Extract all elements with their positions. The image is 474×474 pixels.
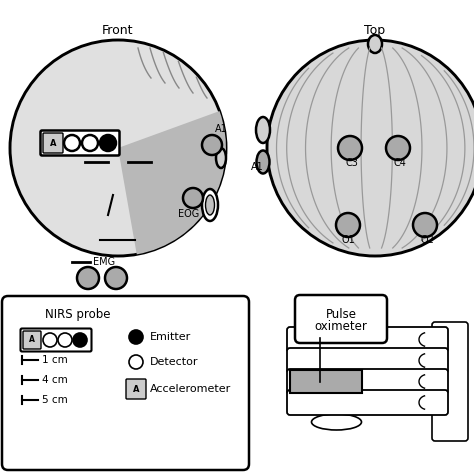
Text: EMG: EMG — [93, 257, 115, 267]
Ellipse shape — [256, 117, 270, 143]
Circle shape — [77, 267, 99, 289]
FancyBboxPatch shape — [287, 390, 448, 415]
Text: A: A — [50, 138, 56, 147]
Ellipse shape — [216, 148, 226, 168]
Circle shape — [105, 267, 127, 289]
Circle shape — [100, 135, 116, 151]
FancyBboxPatch shape — [295, 295, 387, 343]
Text: O1: O1 — [341, 235, 355, 245]
Ellipse shape — [311, 414, 362, 430]
Text: 4 cm: 4 cm — [42, 375, 68, 385]
Text: oximeter: oximeter — [315, 319, 367, 332]
Text: Front: Front — [102, 24, 134, 36]
FancyBboxPatch shape — [2, 296, 249, 470]
FancyBboxPatch shape — [43, 133, 63, 153]
Text: C3: C3 — [346, 158, 358, 168]
Circle shape — [202, 135, 222, 155]
FancyBboxPatch shape — [20, 328, 91, 352]
FancyBboxPatch shape — [126, 379, 146, 399]
Circle shape — [43, 333, 57, 347]
Circle shape — [129, 330, 143, 344]
Bar — [290, 370, 362, 393]
Circle shape — [338, 136, 362, 160]
Ellipse shape — [206, 195, 215, 215]
Circle shape — [267, 40, 474, 256]
Circle shape — [10, 40, 226, 256]
Text: Accelerometer: Accelerometer — [150, 384, 231, 394]
FancyBboxPatch shape — [40, 130, 119, 155]
Text: Emitter: Emitter — [150, 332, 191, 342]
Circle shape — [58, 333, 72, 347]
FancyBboxPatch shape — [287, 327, 448, 352]
Text: Top: Top — [365, 24, 385, 36]
FancyBboxPatch shape — [287, 348, 448, 373]
FancyBboxPatch shape — [287, 369, 448, 394]
Text: 5 cm: 5 cm — [42, 395, 68, 405]
Circle shape — [129, 355, 143, 369]
Circle shape — [413, 213, 437, 237]
Ellipse shape — [256, 151, 270, 173]
Ellipse shape — [368, 35, 382, 53]
Text: 1 cm: 1 cm — [42, 355, 68, 365]
Ellipse shape — [202, 189, 218, 221]
Circle shape — [73, 333, 87, 347]
Text: A1: A1 — [251, 162, 264, 172]
Circle shape — [64, 135, 80, 151]
Circle shape — [386, 136, 410, 160]
Wedge shape — [118, 111, 226, 255]
Circle shape — [183, 188, 203, 208]
FancyBboxPatch shape — [432, 322, 468, 441]
FancyBboxPatch shape — [23, 331, 41, 349]
Text: O2: O2 — [420, 235, 434, 245]
Text: A1: A1 — [215, 124, 228, 134]
Circle shape — [336, 213, 360, 237]
Text: Pulse: Pulse — [326, 308, 356, 320]
Text: C4: C4 — [393, 158, 406, 168]
Text: A: A — [133, 384, 139, 393]
Circle shape — [82, 135, 98, 151]
Text: A: A — [29, 336, 35, 345]
Text: NIRS probe: NIRS probe — [45, 308, 111, 321]
Text: Detector: Detector — [150, 357, 199, 367]
Text: EOG: EOG — [178, 209, 199, 219]
